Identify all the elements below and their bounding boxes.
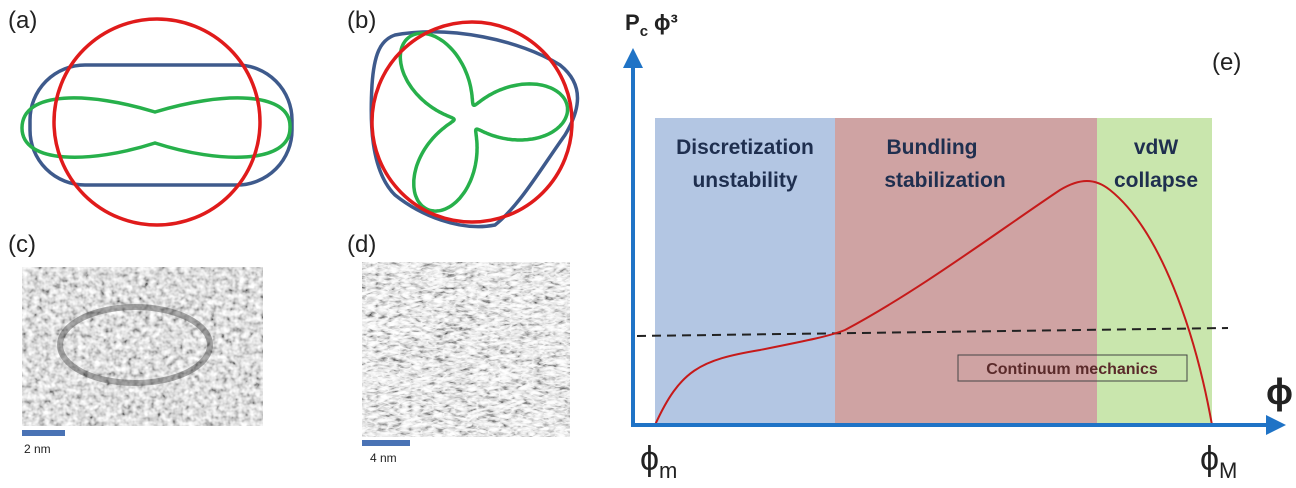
x-start-label-part: ϕ (640, 440, 659, 478)
region-label: vdW (1134, 136, 1179, 159)
baseline-label: Continuum mechanics (986, 361, 1158, 378)
x-end-label-part: ϕ (1200, 440, 1219, 478)
region (1097, 118, 1212, 425)
x-end-label: ϕM (1200, 440, 1237, 483)
baseline-box (957, 354, 1188, 382)
tube-shape (52, 17, 262, 227)
x-end-label-part: M (1219, 458, 1237, 483)
region-label: Discretization (676, 136, 814, 159)
scale-bar (362, 440, 410, 446)
y-axis-label-part: c (640, 23, 648, 40)
y-axis-label-part: P (625, 10, 640, 35)
region-label: collapse (1114, 169, 1198, 192)
region-label: Bundling (887, 136, 978, 159)
panel-label: (e) (1212, 49, 1241, 76)
x-start-label-part: m (659, 458, 677, 483)
panel-label: (b) (347, 7, 376, 34)
region-label: stabilization (884, 169, 1005, 192)
tube-shape (370, 20, 574, 224)
tube-shape (20, 96, 292, 159)
panel-label: (a) (8, 7, 37, 34)
tube-shape (398, 31, 570, 213)
tem-image (22, 267, 263, 426)
y-axis-label-part: ϕ³ (654, 10, 678, 35)
tem-image (362, 262, 570, 437)
panel-label: (d) (347, 231, 376, 258)
scale-bar-label: 4 nm (370, 451, 397, 465)
region-label: unstability (692, 169, 797, 192)
curve (654, 180, 1213, 426)
scale-bar (22, 430, 65, 436)
tube-shape (28, 63, 294, 187)
y-axis-label: Pc ϕ³ (625, 10, 678, 40)
baseline (636, 327, 1229, 337)
region (835, 118, 1097, 425)
x-axis-label: ϕ (1266, 371, 1293, 412)
x-start-label: ϕm (640, 440, 677, 483)
panel-label: (c) (8, 231, 36, 258)
scale-bar-label: 2 nm (24, 442, 51, 456)
region (655, 118, 835, 425)
tem-feature (57, 304, 213, 386)
